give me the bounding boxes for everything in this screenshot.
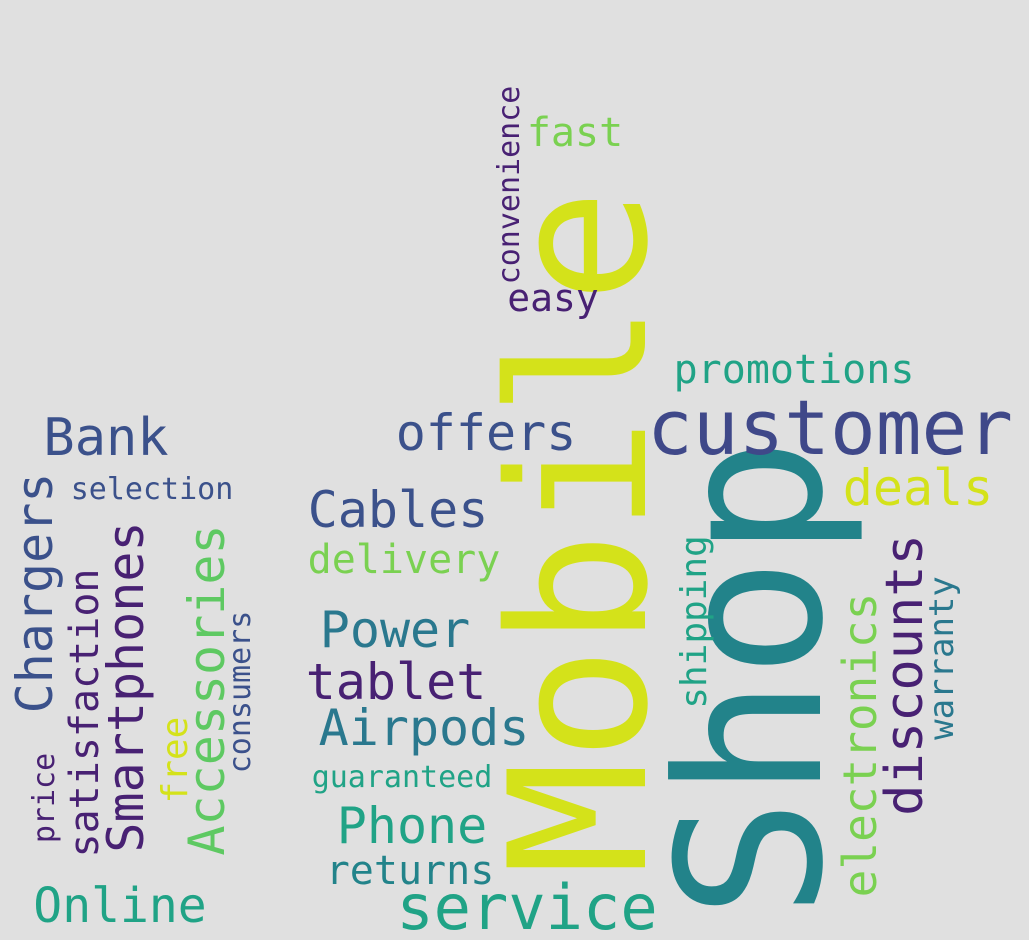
word-consumers: consumers (223, 610, 258, 774)
word-phone: Phone (336, 797, 488, 855)
word-customer: customer (646, 383, 1014, 472)
word-price: price (27, 752, 62, 844)
word-deals: deals (842, 459, 994, 517)
word-offers: offers (395, 404, 577, 462)
word-service: service (396, 871, 658, 940)
word-free: free (155, 716, 196, 804)
word-cables: Cables (307, 481, 489, 539)
word-bank: Bank (43, 408, 169, 468)
word-online: Online (33, 878, 207, 934)
word-guaranteed: guaranteed (311, 760, 493, 795)
word-shipping: shipping (674, 535, 715, 709)
word-convenience: convenience (492, 85, 527, 285)
word-chargers: Chargers (6, 472, 64, 714)
word-selection: selection (70, 472, 234, 507)
word-returns: returns (325, 848, 495, 894)
word-promotions: promotions (673, 347, 915, 393)
word-tablet: tablet (305, 653, 487, 711)
word-fast: fast (526, 110, 624, 156)
word-warranty: warranty (922, 576, 962, 740)
word-power: Power (319, 601, 471, 659)
word-airpods: Airpods (318, 699, 530, 757)
word-smartphones: Smartphones (97, 521, 155, 853)
word-easy: easy (507, 276, 599, 320)
word-delivery: delivery (307, 537, 501, 583)
